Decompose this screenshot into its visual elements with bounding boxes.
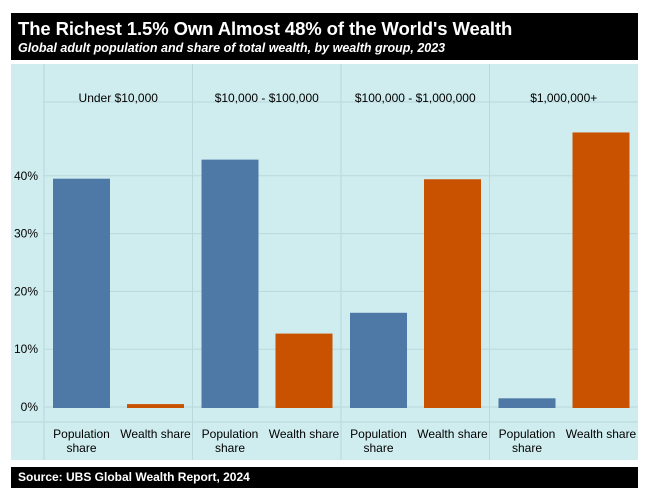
- y-tick-label: 20%: [14, 284, 38, 298]
- population-share-bar: [53, 178, 110, 408]
- y-tick-label: 0%: [21, 400, 39, 414]
- category-label: Wealth share: [417, 427, 488, 441]
- chart-subtitle: Global adult population and share of tot…: [18, 41, 446, 55]
- wealth-share-bar: [127, 404, 184, 408]
- facet-label: Under $10,000: [79, 91, 159, 105]
- category-label: Wealth share: [269, 427, 340, 441]
- category-label: Population: [350, 427, 407, 441]
- category-label: share: [363, 441, 393, 455]
- facet-label: $10,000 - $100,000: [215, 91, 319, 105]
- wealth-share-bar: [424, 179, 481, 408]
- y-tick-label: 10%: [14, 342, 38, 356]
- y-tick-label: 30%: [14, 227, 38, 241]
- category-label: Wealth share: [566, 427, 637, 441]
- category-label: Population: [53, 427, 110, 441]
- category-label: Population: [499, 427, 556, 441]
- wealth-share-bar: [275, 333, 333, 408]
- y-tick-label: 40%: [14, 169, 38, 183]
- category-label: share: [215, 441, 245, 455]
- facet-label: $100,000 - $1,000,000: [355, 91, 476, 105]
- wealth-share-bar: [572, 132, 630, 408]
- category-label: Wealth share: [120, 427, 191, 441]
- chart-title: The Richest 1.5% Own Almost 48% of the W…: [18, 18, 513, 39]
- category-label: share: [512, 441, 542, 455]
- population-share-bar: [201, 159, 259, 408]
- category-label: Population: [202, 427, 259, 441]
- source-note: Source: UBS Global Wealth Report, 2024: [18, 470, 250, 484]
- population-share-bar: [350, 312, 407, 408]
- population-share-bar: [498, 398, 556, 408]
- source-bar: Source: UBS Global Wealth Report, 2024: [11, 467, 638, 488]
- category-label: share: [66, 441, 96, 455]
- facet-label: $1,000,000+: [530, 91, 597, 105]
- title-bar: The Richest 1.5% Own Almost 48% of the W…: [11, 13, 638, 60]
